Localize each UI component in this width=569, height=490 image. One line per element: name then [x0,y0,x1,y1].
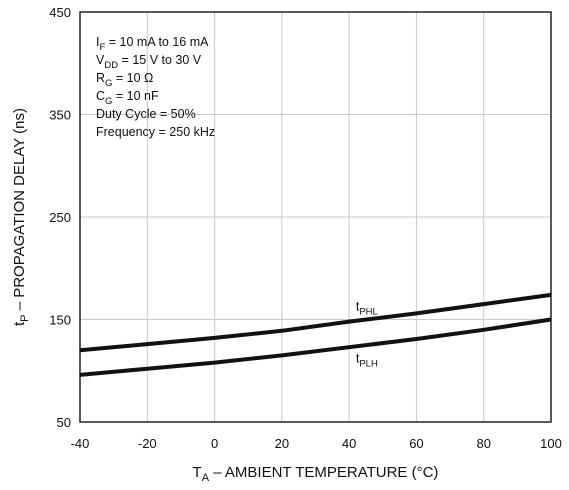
series-line-phl [79,292,552,353]
x-tick-label: -20 [138,436,157,451]
x-tick-label: 20 [275,436,289,451]
x-axis-title-sub: A [202,472,210,484]
series-labels: tPHL tPLH [356,299,378,369]
y-axis-title: tP – PROPAGATION DELAY (ns) [11,108,31,326]
y-axis-title-sub: P [19,314,31,321]
series-line-plh [79,317,552,377]
condition-line: Duty Cycle = 50% [96,107,196,121]
condition-line: VDD = 15 V to 30 V [96,53,202,71]
series-group [79,292,552,377]
y-axis-title-main: t [11,321,28,326]
series-label-phl: tPHL [356,299,378,317]
grid [80,12,551,422]
condition-line: RG = 10 Ω [96,71,153,89]
tick-labels: -40 -20 0 20 40 60 80 100 50 150 250 350 450 [49,5,562,451]
y-tick-label: 350 [49,108,71,123]
x-axis-title-rest: – AMBIENT TEMPERATURE (°C) [209,464,438,481]
y-tick-label: 250 [49,210,71,225]
series-label-plh: tPLH [356,352,378,370]
x-tick-label: 80 [476,436,490,451]
condition-line: Frequency = 250 kHz [96,125,215,139]
y-axis-title-rest: – PROPAGATION DELAY (ns) [11,108,28,314]
x-tick-label: -40 [71,436,90,451]
x-tick-label: 100 [540,436,562,451]
y-tick-label: 150 [49,313,71,328]
y-tick-label: 50 [57,415,71,430]
x-tick-label: 0 [211,436,218,451]
x-axis-title-main: T [193,464,202,481]
x-axis-title: TA – AMBIENT TEMPERATURE (°C) [193,464,439,484]
condition-line: IF = 10 mA to 16 mA [96,35,209,53]
y-tick-label: 450 [49,5,71,20]
plot-frame [79,11,552,423]
condition-line: CG = 10 nF [96,89,159,107]
x-tick-label: 40 [342,436,356,451]
x-tick-label: 60 [409,436,423,451]
